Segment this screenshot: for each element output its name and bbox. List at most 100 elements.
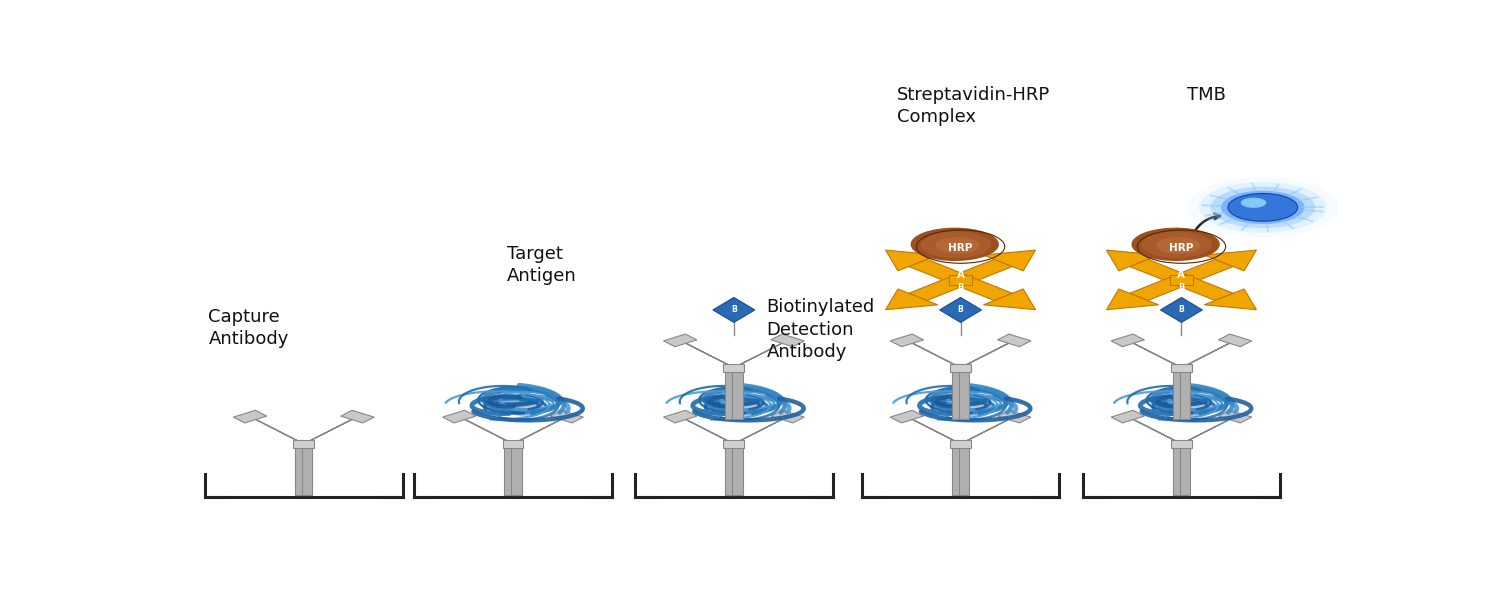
Bar (958, 444, 969, 495)
Polygon shape (1218, 334, 1252, 347)
Ellipse shape (950, 396, 974, 408)
Polygon shape (1130, 277, 1191, 301)
Ellipse shape (956, 401, 992, 417)
Text: B: B (1179, 305, 1185, 314)
Polygon shape (680, 416, 740, 446)
Ellipse shape (910, 227, 999, 261)
Polygon shape (729, 340, 789, 370)
Bar (1173, 444, 1184, 495)
Ellipse shape (723, 396, 747, 408)
Bar (1170, 275, 1192, 284)
Bar (302, 444, 312, 495)
Text: A: A (1178, 270, 1185, 280)
Ellipse shape (1152, 404, 1173, 409)
Polygon shape (1173, 277, 1233, 301)
Circle shape (1240, 197, 1266, 208)
Polygon shape (1176, 416, 1236, 446)
Polygon shape (956, 340, 1016, 370)
Ellipse shape (933, 406, 962, 416)
Ellipse shape (738, 395, 759, 404)
Polygon shape (1122, 414, 1182, 445)
Polygon shape (1107, 289, 1158, 310)
Polygon shape (675, 338, 735, 368)
Bar (294, 440, 314, 448)
Ellipse shape (1131, 227, 1220, 261)
Polygon shape (1112, 410, 1144, 423)
Ellipse shape (1172, 396, 1194, 408)
Polygon shape (1218, 410, 1252, 423)
Bar (724, 444, 735, 495)
Polygon shape (1180, 338, 1240, 368)
Ellipse shape (964, 395, 986, 404)
Polygon shape (902, 414, 962, 445)
Circle shape (1221, 191, 1305, 224)
Ellipse shape (706, 406, 735, 416)
Polygon shape (890, 410, 924, 423)
Polygon shape (734, 338, 794, 368)
Polygon shape (771, 334, 804, 347)
Polygon shape (1173, 259, 1233, 283)
Ellipse shape (936, 237, 980, 254)
Bar (723, 364, 744, 372)
Text: A: A (957, 270, 964, 280)
Polygon shape (550, 410, 584, 423)
Polygon shape (675, 414, 735, 445)
Ellipse shape (1176, 401, 1214, 417)
Text: Biotinylated
Detection
Antibody: Biotinylated Detection Antibody (766, 298, 874, 361)
Polygon shape (1126, 416, 1186, 446)
Polygon shape (244, 414, 304, 445)
Bar (512, 444, 522, 495)
Polygon shape (340, 410, 374, 423)
Ellipse shape (712, 394, 759, 409)
Text: HRP: HRP (1170, 242, 1194, 253)
Polygon shape (454, 414, 514, 445)
Ellipse shape (1185, 395, 1206, 404)
Bar (958, 368, 969, 419)
Polygon shape (512, 414, 572, 445)
Bar (1179, 444, 1190, 495)
Polygon shape (1204, 250, 1257, 271)
Ellipse shape (483, 404, 504, 409)
Polygon shape (1180, 414, 1240, 445)
Bar (732, 368, 742, 419)
Bar (1179, 368, 1190, 419)
Text: B: B (730, 305, 736, 314)
Polygon shape (771, 410, 804, 423)
Ellipse shape (932, 404, 952, 409)
Polygon shape (729, 416, 789, 446)
Ellipse shape (486, 406, 514, 416)
Polygon shape (956, 416, 1016, 446)
Ellipse shape (921, 232, 992, 258)
Ellipse shape (490, 394, 537, 409)
Bar (724, 368, 735, 419)
Polygon shape (984, 289, 1035, 310)
Bar (504, 444, 515, 495)
Bar (732, 444, 742, 495)
Bar (952, 444, 963, 495)
Text: B: B (957, 305, 963, 314)
Ellipse shape (729, 401, 765, 417)
Polygon shape (249, 416, 309, 446)
Polygon shape (734, 414, 794, 445)
Polygon shape (507, 416, 568, 446)
Text: TMB: TMB (1188, 86, 1225, 104)
Ellipse shape (1156, 237, 1200, 254)
Text: B: B (1179, 283, 1185, 292)
Polygon shape (1204, 289, 1257, 310)
Bar (950, 440, 970, 448)
Polygon shape (442, 410, 476, 423)
Ellipse shape (939, 394, 986, 409)
Bar (952, 368, 963, 419)
Bar (1172, 440, 1192, 448)
Ellipse shape (1142, 232, 1212, 258)
Ellipse shape (516, 395, 538, 404)
Ellipse shape (705, 404, 726, 409)
Polygon shape (458, 416, 519, 446)
Polygon shape (951, 259, 1012, 283)
Bar (1172, 364, 1192, 372)
Polygon shape (960, 414, 1020, 445)
Ellipse shape (1160, 394, 1206, 409)
Polygon shape (680, 340, 740, 370)
Polygon shape (234, 410, 267, 423)
Polygon shape (303, 414, 363, 445)
